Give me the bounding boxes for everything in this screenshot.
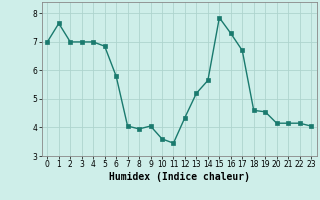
X-axis label: Humidex (Indice chaleur): Humidex (Indice chaleur): [109, 172, 250, 182]
